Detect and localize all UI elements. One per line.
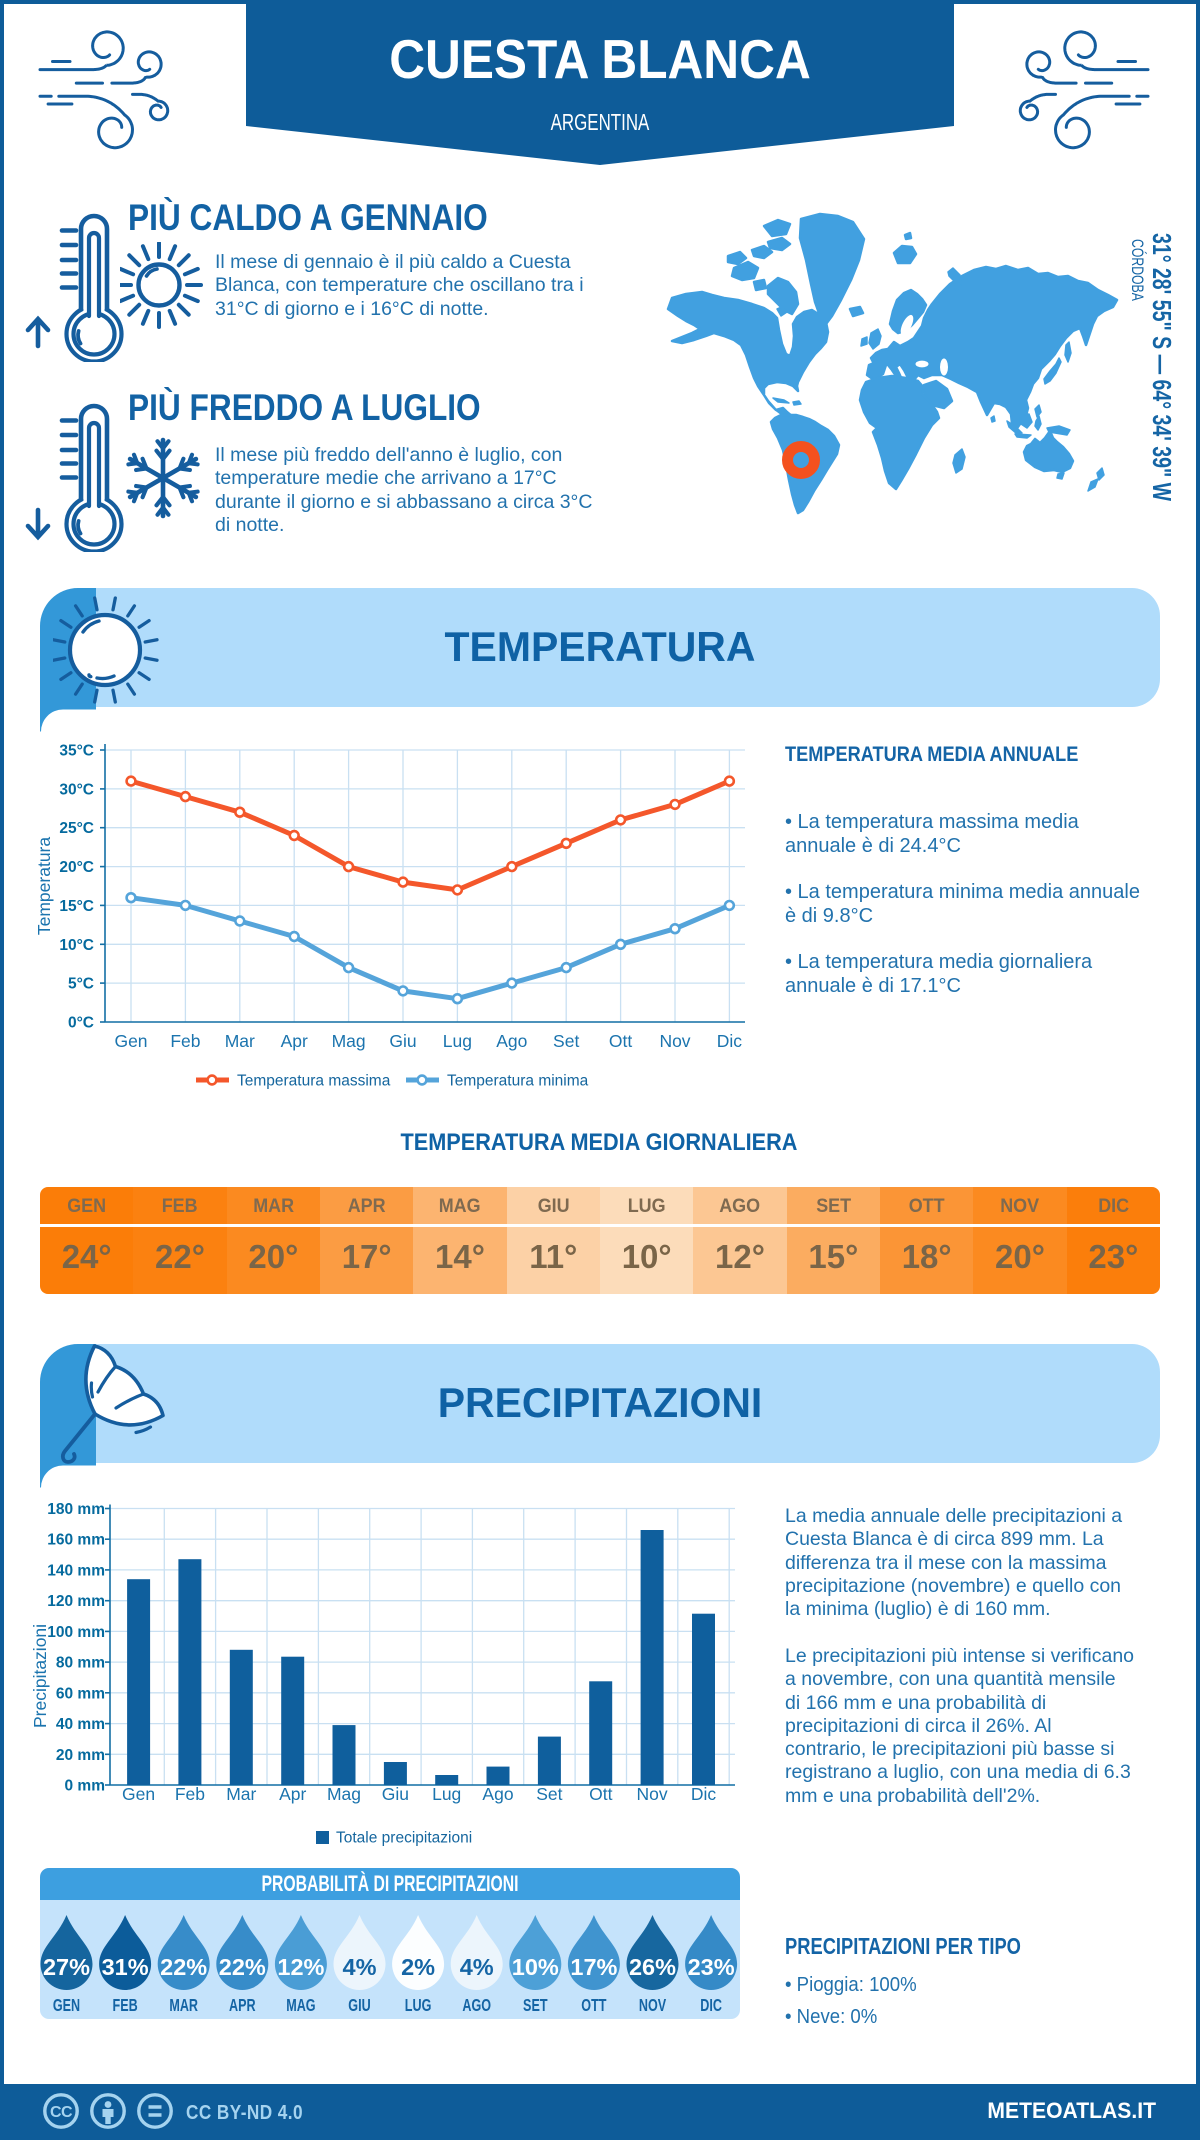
svg-text:Nov: Nov <box>659 1031 690 1051</box>
svg-text:40 mm: 40 mm <box>56 1716 105 1733</box>
svg-text:15°C: 15°C <box>59 898 94 915</box>
svg-text:0°C: 0°C <box>68 1015 94 1032</box>
svg-text:LUG: LUG <box>405 1996 432 2016</box>
svg-text:Ott: Ott <box>589 1784 612 1804</box>
svg-text:Ago: Ago <box>482 1784 513 1804</box>
svg-text:CC: CC <box>50 2104 73 2121</box>
svg-text:80 mm: 80 mm <box>56 1655 105 1672</box>
svg-text:Mag: Mag <box>332 1031 366 1051</box>
svg-text:Ott: Ott <box>609 1031 632 1051</box>
svg-text:12%: 12% <box>277 1954 324 1980</box>
svg-text:GEN: GEN <box>53 1996 80 2016</box>
svg-text:20°C: 20°C <box>59 859 94 876</box>
svg-text:Mar: Mar <box>225 1031 255 1051</box>
svg-text:25°C: 25°C <box>59 820 94 837</box>
svg-text:2%: 2% <box>401 1954 435 1980</box>
svg-text:Feb: Feb <box>170 1031 200 1051</box>
svg-text:Giu: Giu <box>382 1784 409 1804</box>
svg-text:0 mm: 0 mm <box>65 1778 106 1795</box>
svg-text:35°C: 35°C <box>59 743 94 760</box>
svg-text:27%: 27% <box>43 1954 90 1980</box>
svg-text:31%: 31% <box>102 1954 149 1980</box>
svg-text:Ago: Ago <box>496 1031 527 1051</box>
svg-text:NOV: NOV <box>639 1996 667 2016</box>
svg-text:DIC: DIC <box>700 1996 722 2016</box>
svg-text:Set: Set <box>536 1784 562 1804</box>
svg-text:Temperatura: Temperatura <box>34 837 54 936</box>
svg-text:Dic: Dic <box>691 1784 717 1804</box>
svg-text:Lug: Lug <box>443 1031 472 1051</box>
svg-text:FEB: FEB <box>113 1996 138 2016</box>
svg-text:Gen: Gen <box>114 1031 147 1051</box>
svg-text:5°C: 5°C <box>68 976 94 993</box>
svg-text:23%: 23% <box>688 1954 735 1980</box>
svg-text:120 mm: 120 mm <box>47 1593 105 1610</box>
svg-text:Feb: Feb <box>175 1784 205 1804</box>
svg-text:60 mm: 60 mm <box>56 1685 105 1702</box>
svg-text:100 mm: 100 mm <box>47 1624 105 1641</box>
svg-text:Giu: Giu <box>389 1031 416 1051</box>
svg-text:Mar: Mar <box>226 1784 256 1804</box>
svg-text:26%: 26% <box>629 1954 676 1980</box>
svg-text:Temperatura massima: Temperatura massima <box>237 1073 391 1090</box>
svg-text:Apr: Apr <box>281 1031 308 1051</box>
svg-text:20 mm: 20 mm <box>56 1747 105 1764</box>
svg-text:Mag: Mag <box>327 1784 361 1804</box>
svg-text:OTT: OTT <box>581 1996 607 2016</box>
svg-text:Dic: Dic <box>717 1031 743 1051</box>
svg-text:4%: 4% <box>343 1954 377 1980</box>
svg-text:Precipitazioni: Precipitazioni <box>30 1624 50 1728</box>
svg-text:Temperatura minima: Temperatura minima <box>447 1073 589 1090</box>
svg-text:Set: Set <box>553 1031 579 1051</box>
svg-text:MAG: MAG <box>286 1996 315 2016</box>
svg-text:22%: 22% <box>219 1954 266 1980</box>
svg-text:30°C: 30°C <box>59 781 94 798</box>
svg-text:Apr: Apr <box>279 1784 306 1804</box>
svg-text:APR: APR <box>229 1996 256 2016</box>
svg-text:22%: 22% <box>160 1954 207 1980</box>
svg-text:180 mm: 180 mm <box>47 1501 105 1518</box>
svg-text:Gen: Gen <box>122 1784 155 1804</box>
svg-text:140 mm: 140 mm <box>47 1562 105 1579</box>
svg-text:4%: 4% <box>460 1954 494 1980</box>
svg-text:10°C: 10°C <box>59 937 94 954</box>
svg-text:Nov: Nov <box>637 1784 668 1804</box>
svg-text:Lug: Lug <box>432 1784 461 1804</box>
svg-text:160 mm: 160 mm <box>47 1532 105 1549</box>
svg-text:10%: 10% <box>512 1954 559 1980</box>
svg-text:17%: 17% <box>570 1954 617 1980</box>
svg-text:Totale precipitazioni: Totale precipitazioni <box>336 1830 472 1847</box>
svg-text:GIU: GIU <box>348 1996 370 2016</box>
svg-text:SET: SET <box>523 1996 548 2016</box>
svg-text:MAR: MAR <box>169 1996 198 2016</box>
svg-text:AGO: AGO <box>462 1996 491 2016</box>
